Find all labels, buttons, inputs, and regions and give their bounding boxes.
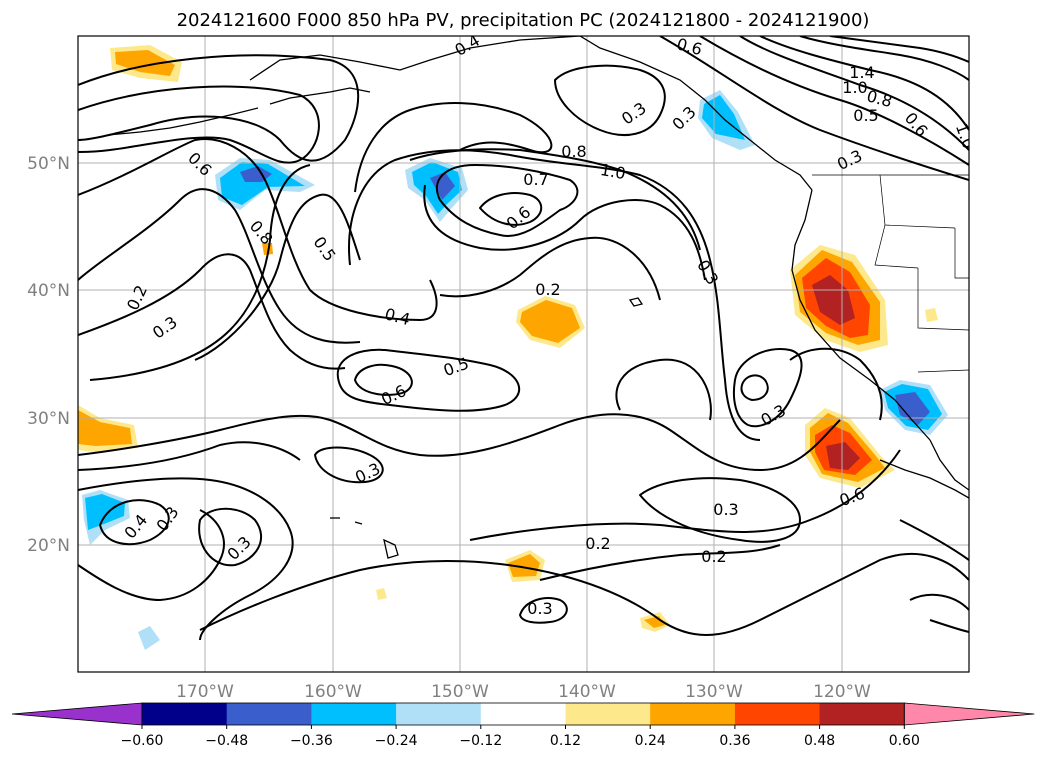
colorbar-tick-label: −0.36 (290, 733, 333, 749)
colorbar-tick-label: 0.60 (889, 733, 920, 749)
colorbar-segment (311, 703, 397, 725)
lat-label: 30°N (27, 409, 70, 429)
contour-label: 1.0 (599, 160, 627, 183)
lon-label: 170°W (176, 682, 234, 702)
pv-contours (78, 36, 969, 641)
contour-label: 0.3 (713, 500, 738, 519)
colorbar-tick-label: −0.60 (121, 733, 164, 749)
colorbar-extend-high (903, 702, 1035, 726)
colorbar-segment (734, 703, 821, 725)
contour-label: 0.2 (701, 547, 726, 566)
lon-label: 120°W (813, 682, 871, 702)
colorbar-extend-low (11, 702, 143, 726)
contour-label: 1.4 (849, 63, 874, 82)
colorbar-tick-label: −0.24 (375, 733, 418, 749)
latitude-labels: 50°N 40°N 30°N 20°N (27, 154, 70, 556)
colorbar: −0.60 −0.48 −0.36 −0.24 −0.12 0.12 0.24 0.36 0.4… (11, 702, 1035, 749)
map-frame (77, 35, 970, 673)
colorbar-tick-label: −0.48 (205, 733, 248, 749)
lon-label: 130°W (685, 682, 743, 702)
colorbar-tick-label: −0.12 (459, 733, 502, 749)
lon-label: 160°W (304, 682, 362, 702)
colorbar-segment (226, 703, 312, 725)
map-panel: 0.4 0.6 1.4 1.0 0.8 0.5 0.6 1.0 0.3 0.3 … (78, 34, 969, 672)
contour-label: 0.5 (853, 106, 878, 125)
contour-label: 0.3 (527, 599, 552, 618)
contour-label: 0.2 (585, 534, 610, 553)
contour-label: 0.2 (535, 280, 560, 299)
lat-label: 20°N (27, 536, 70, 556)
colorbar-tick-label: 0.24 (635, 733, 666, 749)
map-gridlines (78, 36, 969, 672)
colorbar-tick-label: 0.48 (804, 733, 835, 749)
colorbar-segment (819, 703, 905, 725)
longitude-labels: 170°W 160°W 150°W 140°W 130°W 120°W (176, 682, 871, 702)
contour-label: 0.8 (561, 142, 586, 161)
colorbar-segment (565, 703, 651, 725)
colorbar-frame (141, 702, 905, 726)
plot-title: 2024121600 F000 850 hPa PV, precipitatio… (177, 10, 870, 31)
precip-positive-shading (78, 45, 938, 632)
coastlines (107, 36, 969, 559)
lat-label: 50°N (27, 154, 70, 174)
colorbar-segment (396, 703, 482, 725)
colorbar-segment (142, 703, 228, 725)
colorbar-tick-label: 0.36 (719, 733, 750, 749)
colorbar-segment (650, 703, 736, 725)
lon-label: 140°W (558, 682, 616, 702)
contour-label: 0.7 (523, 170, 548, 189)
lon-label: 150°W (431, 682, 489, 702)
colorbar-tick-label: 0.12 (550, 733, 581, 749)
contour-label: 1.0 (842, 78, 867, 97)
contour-label: 0.6 (675, 34, 705, 59)
colorbar-segment (480, 703, 566, 725)
lat-label: 40°N (27, 281, 70, 301)
